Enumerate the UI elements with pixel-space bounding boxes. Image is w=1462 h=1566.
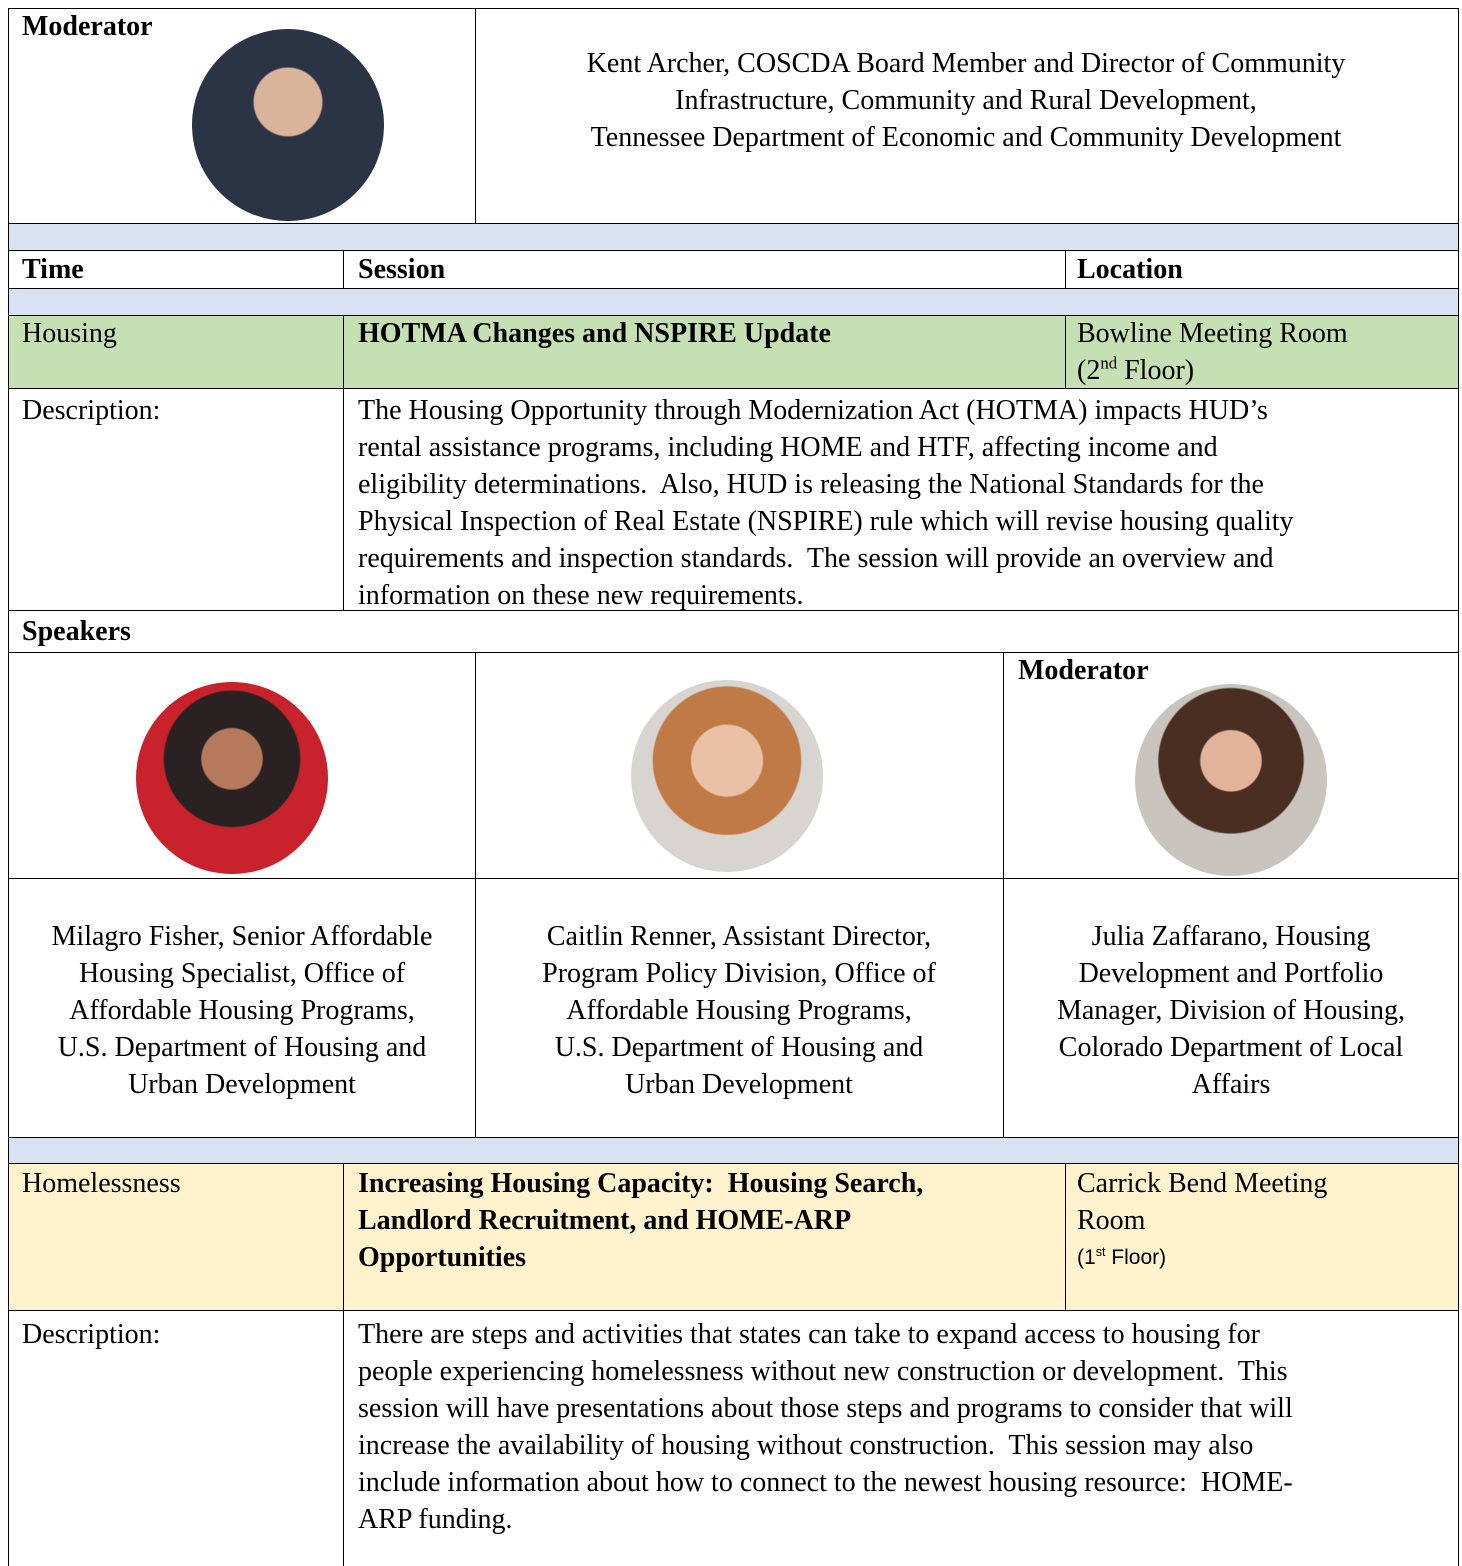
cell [8, 315, 344, 389]
description-line: requirements and inspection standards. T… [358, 543, 1274, 574]
track: Housing [22, 318, 117, 349]
text: Floor) [1105, 1246, 1167, 1269]
superscript: nd [1100, 353, 1118, 373]
cell [343, 250, 1066, 289]
header: Session [358, 254, 446, 285]
description-line: Physical Inspection of Real Estate (NSPI… [358, 506, 1294, 537]
cell [343, 1310, 1459, 1566]
spacer [8, 223, 1459, 251]
moderator-line: Kent Archer, COSCDA Board Member and Dir… [586, 48, 1346, 79]
cell [343, 1163, 1066, 1311]
speaker-line: Urban Development [625, 1069, 853, 1100]
text: (2 [1077, 355, 1101, 386]
label: Description: [22, 1319, 161, 1350]
speaker-line: U.S. Department of Housing and [554, 1032, 924, 1063]
speaker-line: Milagro Fisher, Senior Affordable [51, 921, 433, 952]
location-floor: (1st Floor) [1077, 1239, 1166, 1276]
description-line: eligibility determinations. Also, HUD is… [358, 469, 1264, 500]
description-line: include information about how to connect… [358, 1467, 1293, 1498]
session-title: HOTMA Changes and NSPIRE Update [358, 318, 831, 349]
photo [192, 29, 384, 221]
cell [8, 1163, 344, 1311]
label: Moderator [22, 11, 153, 42]
speaker-line: Affairs [1191, 1069, 1271, 1100]
superscript: st [1095, 1245, 1106, 1259]
session-title: Opportunities [358, 1242, 527, 1273]
photo [136, 682, 328, 874]
speaker-line: U.S. Department of Housing and [57, 1032, 427, 1063]
description-line: session will have presentations about th… [358, 1393, 1293, 1424]
cell [1065, 315, 1459, 389]
label: Moderator [1018, 655, 1149, 686]
description-line: information on these new requirements. [358, 580, 804, 611]
text: Floor) [1117, 355, 1195, 386]
track: Homelessness [22, 1168, 181, 1199]
spacer [8, 1137, 1459, 1164]
location-floor: (2nd Floor) [1077, 352, 1194, 389]
label: Speakers [22, 616, 131, 647]
speaker-line: Julia Zaffarano, Housing [1091, 921, 1371, 952]
session-title: Landlord Recruitment, and HOME-ARP [358, 1205, 852, 1236]
session-title: Increasing Housing Capacity: Housing Sea… [358, 1168, 924, 1199]
label: Description: [22, 395, 161, 426]
description-line: rental assistance programs, including HO… [358, 432, 1218, 463]
spacer [8, 288, 1459, 316]
description-line: people experiencing homelessness without… [358, 1356, 1288, 1387]
photo [631, 680, 823, 872]
location-line: Bowline Meeting Room [1077, 318, 1348, 349]
speaker-line: Manager, Division of Housing, [1056, 995, 1406, 1026]
speaker-line: Caitlin Renner, Assistant Director, [546, 921, 932, 952]
photo [1135, 684, 1327, 876]
description-line: ARP funding. [358, 1504, 513, 1535]
description-line: The Housing Opportunity through Moderniz… [358, 395, 1268, 426]
speaker-line: Colorado Department of Local [1058, 1032, 1404, 1063]
speaker-line: Development and Portfolio [1078, 958, 1384, 989]
cell [1065, 1163, 1459, 1311]
text: (1 [1077, 1246, 1096, 1269]
location-line: Room [1077, 1205, 1146, 1236]
location-line: Carrick Bend Meeting [1077, 1168, 1328, 1199]
moderator-line: Tennessee Department of Economic and Com… [590, 122, 1342, 153]
moderator-line: Infrastructure, Community and Rural Deve… [675, 85, 1257, 116]
header: Location [1077, 254, 1183, 285]
description-line: increase the availability of housing wit… [358, 1430, 1254, 1461]
speaker-line: Program Policy Division, Office of [542, 958, 936, 989]
header: Time [22, 254, 84, 285]
cell [8, 610, 1459, 653]
speaker-line: Urban Development [128, 1069, 356, 1100]
speaker-line: Affordable Housing Programs, [566, 995, 912, 1026]
description-line: There are steps and activities that stat… [358, 1319, 1260, 1350]
speaker-line: Affordable Housing Programs, [69, 995, 415, 1026]
speaker-line: Housing Specialist, Office of [78, 958, 406, 989]
